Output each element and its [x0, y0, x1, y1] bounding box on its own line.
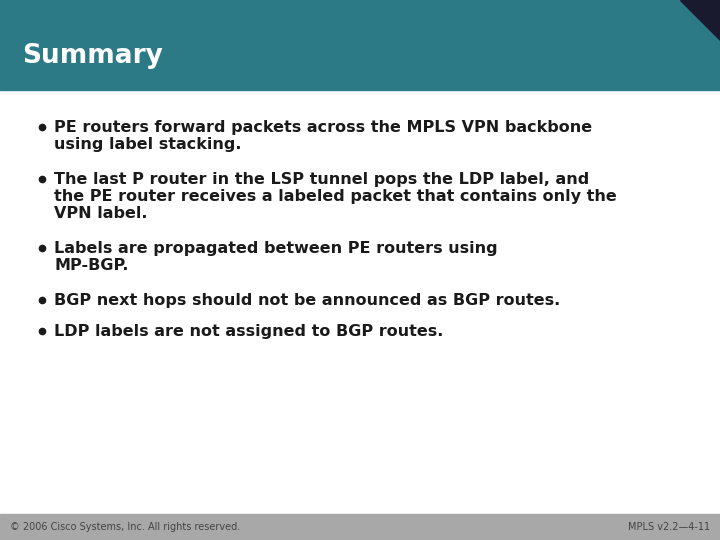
Bar	[0, 0, 720, 90]
Text: Summary: Summary	[22, 43, 163, 69]
Text: © 2006 Cisco Systems, Inc. All rights reserved.: © 2006 Cisco Systems, Inc. All rights re…	[10, 522, 240, 532]
Polygon shape	[680, 0, 720, 40]
Text: Labels are propagated between PE routers using: Labels are propagated between PE routers…	[54, 241, 498, 256]
Text: LDP labels are not assigned to BGP routes.: LDP labels are not assigned to BGP route…	[54, 324, 444, 339]
Text: MPLS v2.2—4-11: MPLS v2.2—4-11	[628, 522, 710, 532]
Text: PE routers forward packets across the MPLS VPN backbone: PE routers forward packets across the MP…	[54, 120, 592, 135]
Text: BGP next hops should not be announced as BGP routes.: BGP next hops should not be announced as…	[54, 293, 560, 308]
Text: VPN label.: VPN label.	[54, 206, 148, 221]
Text: The last P router in the LSP tunnel pops the LDP label, and: The last P router in the LSP tunnel pops…	[54, 172, 589, 187]
Text: the PE router receives a labeled packet that contains only the: the PE router receives a labeled packet …	[54, 189, 617, 204]
Bar	[0, 514, 720, 540]
Text: using label stacking.: using label stacking.	[54, 137, 241, 152]
Text: MP-BGP.: MP-BGP.	[54, 258, 128, 273]
